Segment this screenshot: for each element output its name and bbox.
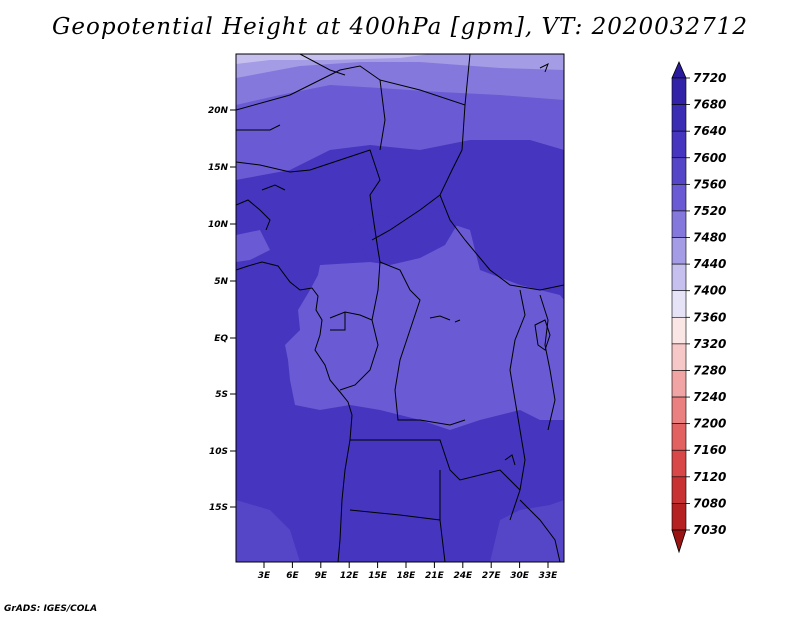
band-7560-se — [490, 500, 564, 562]
footer-credit: GrADS: IGES/COLA — [4, 604, 98, 614]
colorbar-label: 7160 — [693, 443, 726, 457]
colorbar-swatch — [671, 237, 687, 265]
colorbar-label: 7320 — [693, 337, 726, 351]
band-7400 — [236, 54, 430, 64]
colorbar-label: 7600 — [693, 151, 726, 165]
lon-tick-label: 27E — [482, 571, 502, 581]
colorbar-label: 7680 — [693, 98, 726, 112]
map-panel — [236, 54, 564, 562]
longitude-axis: 3E 6E 9E 12E 15E 18E 21E 24E 27E 30E 33E — [258, 562, 558, 581]
country-borders — [236, 54, 564, 562]
colorbar-label: 7360 — [693, 310, 726, 324]
colorbar-swatch — [671, 476, 687, 504]
colorbar-swatch — [671, 343, 687, 371]
colorbar-swatch — [671, 263, 687, 292]
lon-tick-label: 12E — [340, 571, 360, 581]
colorbar-label: 7240 — [693, 390, 726, 404]
lat-tick-label: 15N — [208, 163, 229, 173]
lat-tick-label: 20N — [208, 106, 229, 116]
lon-tick-label: 9E — [315, 571, 328, 581]
colorbar-swatch — [671, 316, 687, 345]
colorbar-swatch — [671, 370, 687, 398]
colorbar-label: 7640 — [693, 124, 726, 138]
lon-tick-label: 3E — [258, 571, 271, 581]
lon-tick-label: 15E — [368, 571, 388, 581]
band-7560 — [285, 220, 564, 430]
colorbar-swatch — [671, 210, 687, 238]
colorbar-swatch — [671, 503, 687, 531]
colorbar-label: 7720 — [693, 71, 726, 85]
colorbar-swatch — [671, 130, 687, 159]
colorbar-label: 7560 — [693, 177, 726, 191]
colorbar-label: 7440 — [693, 257, 726, 271]
lon-tick-label: 18E — [397, 571, 417, 581]
colorbar-label: 7520 — [693, 204, 726, 218]
lon-tick-label: 30E — [510, 571, 530, 581]
lat-tick-label: 10N — [208, 220, 229, 230]
colorbar-label: 7080 — [693, 496, 726, 510]
colorbar: 7720 7680 7640 7600 7560 7520 7480 7440 7400 7360… — [671, 61, 726, 554]
band-7480 — [236, 54, 564, 105]
lon-tick-label: 24E — [453, 571, 473, 581]
colorbar-label: 7200 — [693, 417, 726, 431]
colorbar-swatch — [671, 423, 687, 451]
lat-tick-label: 5N — [214, 277, 228, 287]
map-frame — [235, 53, 565, 563]
colorbar-label: 7480 — [693, 231, 726, 245]
colorbar-label: 7280 — [693, 363, 726, 377]
lat-tick-label: EQ — [214, 334, 228, 344]
colorbar-label: 7120 — [693, 470, 726, 484]
chart-title: Geopotential Height at 400hPa [gpm], VT:… — [52, 14, 748, 40]
colorbar-swatch — [671, 77, 687, 105]
colorbar-top-arrow — [671, 61, 687, 79]
lon-tick-label: 21E — [425, 571, 445, 581]
lat-tick-label: 15S — [209, 503, 228, 513]
colorbar-swatch — [671, 449, 687, 478]
lat-tick-label: 10S — [209, 447, 228, 457]
colorbar-swatch — [671, 396, 687, 424]
colorbar-swatch — [671, 290, 687, 318]
band-7560-sw — [236, 500, 300, 562]
colorbar-label: 7400 — [693, 284, 726, 298]
colorbar-label: 7030 — [693, 523, 726, 537]
colorbar-swatch — [671, 157, 687, 185]
colorbar-swatch — [671, 104, 687, 132]
lon-tick-label: 6E — [286, 571, 299, 581]
latitude-axis: 20N 15N 10N 5N EQ 5S 10S 15S — [208, 106, 236, 513]
band-7560-west — [236, 230, 270, 262]
lon-tick-label: 33E — [539, 571, 559, 581]
colorbar-bottom-arrow — [671, 529, 687, 554]
band-7600-pocket — [350, 210, 460, 265]
lat-tick-label: 5S — [215, 390, 228, 400]
colorbar-swatch — [671, 184, 687, 212]
